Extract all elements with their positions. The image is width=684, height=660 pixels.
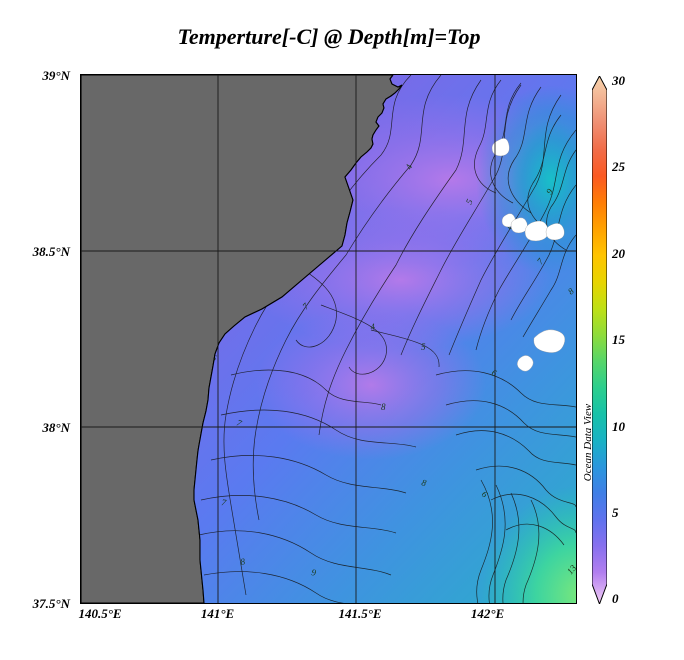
svg-text:5: 5 xyxy=(421,342,426,352)
svg-text:8: 8 xyxy=(381,402,386,412)
